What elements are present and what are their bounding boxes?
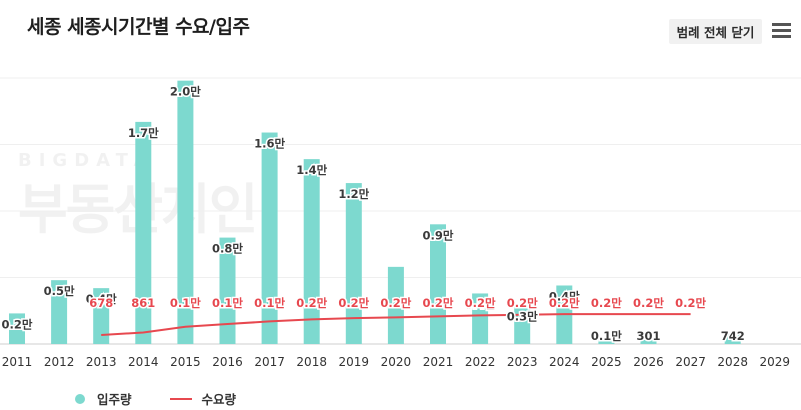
bar-2019 (345, 183, 362, 344)
bar-2013 (93, 288, 110, 344)
line-label-2020: 0.2만 (380, 296, 411, 310)
line-label-2021: 0.2만 (423, 296, 454, 310)
x-tick-2017: 2017 (254, 355, 285, 369)
hamburger-menu-icon[interactable] (772, 23, 791, 39)
x-tick-2028: 2028 (717, 355, 748, 369)
line-label-2013: 678 (89, 296, 113, 310)
line-label-2024: 0.2만 (549, 296, 580, 310)
x-tick-2012: 2012 (44, 355, 75, 369)
line-label-2023: 0.2만 (507, 296, 538, 310)
x-tick-2024: 2024 (549, 355, 580, 369)
chart: 2011 2012 2013 2014 2015 2016 2017 2018 2019 2020… (0, 77, 801, 369)
bar-label-2018: 1.4만 (296, 163, 327, 177)
bar-2022 (472, 293, 489, 344)
legend-toggle-button[interactable]: 범례 전체 닫기 (669, 19, 762, 44)
bar-label-2022: 0.4만 (465, 297, 496, 311)
x-tick-2026: 2026 (633, 355, 664, 369)
legend-label-demand: 수요량 (201, 392, 237, 407)
line-label-2027: 0.2만 (675, 296, 706, 310)
line-label-2026: 0.2만 (633, 296, 664, 310)
bar-2025 (598, 338, 615, 344)
bar-label-2021: 0.9만 (423, 228, 454, 242)
bar-label-2012: 0.5만 (44, 284, 75, 298)
bar-label-2024: 0.4만 (549, 289, 580, 303)
bar-2012 (51, 280, 68, 344)
x-tick-2015: 2015 (170, 355, 201, 369)
line-label-2025: 0.2만 (591, 296, 622, 310)
x-tick-2029: 2029 (760, 355, 791, 369)
x-tick-2027: 2027 (675, 355, 706, 369)
bar-label-2026: 301 (636, 329, 660, 343)
bar-label-2014: 1.7만 (128, 126, 159, 140)
x-tick-2014: 2014 (128, 355, 159, 369)
legend-item-demand[interactable]: 수요량 (169, 389, 237, 408)
bar-label-2013: 0.4만 (86, 292, 117, 306)
line-label-2015: 0.1만 (170, 296, 201, 310)
bar-2026 (640, 339, 657, 344)
x-tick-2019: 2019 (339, 355, 370, 369)
bar-label-2019: 1.2만 (338, 187, 369, 201)
bar-label-2011: 0.2만 (2, 317, 33, 331)
bar-label-2015: 2.0만 (170, 85, 201, 99)
legend-line-icon (169, 397, 192, 400)
line-label-2016: 0.1만 (212, 296, 243, 310)
bar-2011 (9, 313, 25, 344)
x-tick-2018: 2018 (296, 355, 327, 369)
line-label-2019: 0.2만 (338, 296, 369, 310)
x-tick-2011: 2011 (2, 355, 33, 369)
legend-dot-icon (75, 393, 85, 404)
line-label-2018: 0.2만 (296, 296, 327, 310)
bar-2018 (303, 159, 320, 344)
line-label-2022: 0.2만 (465, 296, 496, 310)
legend-label-move-in: 입주량 (97, 392, 132, 407)
chart-legend: 입주량 수요량 (75, 389, 274, 408)
bar-label-2028: 742 (721, 329, 745, 343)
line-label-2014: 861 (131, 296, 155, 310)
bar-2020 (387, 266, 404, 344)
bar-2017 (261, 132, 278, 344)
bar-label-2025: 0.1만 (591, 329, 622, 343)
x-tick-2021: 2021 (423, 355, 454, 369)
x-tick-2023: 2023 (507, 355, 538, 369)
legend-item-move-in[interactable]: 입주량 (75, 389, 132, 408)
page-title: 세종 세종시기간별 수요/입주 (27, 16, 250, 38)
bar-2028 (724, 334, 741, 344)
x-tick-2016: 2016 (212, 355, 243, 369)
x-tick-2025: 2025 (591, 355, 622, 369)
x-tick-2022: 2022 (465, 355, 496, 369)
bar-2015 (177, 80, 194, 344)
x-tick-2020: 2020 (381, 355, 412, 369)
line-label-2017: 0.1만 (254, 296, 285, 310)
demand-line (101, 313, 691, 336)
bar-2016 (219, 237, 236, 344)
bar-2021 (430, 224, 446, 344)
bar-2014 (135, 121, 152, 344)
bar-label-2023: 0.3만 (507, 309, 538, 323)
bar-label-2016: 0.8만 (212, 242, 243, 256)
bar-label-2017: 1.6만 (254, 137, 285, 151)
x-tick-2013: 2013 (86, 355, 117, 369)
